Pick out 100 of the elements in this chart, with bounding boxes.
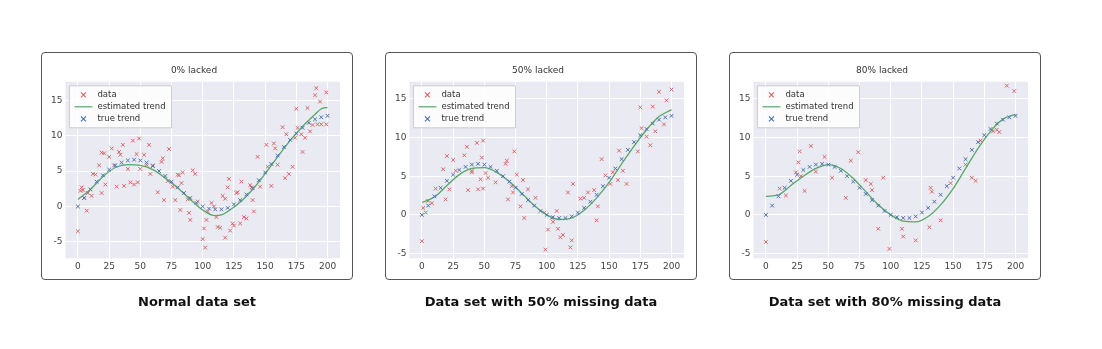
point bbox=[938, 217, 943, 223]
legend-label: estimated trend bbox=[785, 101, 854, 111]
point bbox=[432, 193, 437, 199]
point bbox=[631, 139, 637, 145]
x-tick-label: 125 bbox=[569, 260, 587, 271]
x-tick-label: 0 bbox=[419, 260, 426, 271]
x-tick-label: 50 bbox=[822, 260, 835, 271]
point bbox=[863, 191, 869, 197]
y-tick-label: 15 bbox=[51, 94, 63, 105]
point bbox=[857, 185, 862, 191]
x-tick-label: 125 bbox=[225, 260, 243, 271]
point bbox=[900, 215, 906, 221]
point bbox=[519, 191, 525, 197]
point bbox=[913, 238, 919, 243]
point bbox=[656, 117, 662, 123]
point bbox=[275, 153, 280, 158]
x-tick-label: 25 bbox=[791, 260, 803, 271]
point bbox=[887, 246, 892, 252]
point bbox=[563, 215, 568, 221]
point bbox=[829, 175, 835, 181]
point bbox=[556, 215, 562, 221]
point bbox=[1004, 83, 1010, 89]
line-series bbox=[421, 109, 673, 221]
point bbox=[969, 175, 975, 181]
legend-label: true trend bbox=[785, 113, 829, 123]
point bbox=[650, 121, 656, 126]
x-tick-label: 175 bbox=[631, 260, 649, 271]
x-tick-label: 75 bbox=[853, 260, 866, 271]
x-tick-label: 25 bbox=[447, 260, 459, 271]
x-tick-label: 75 bbox=[509, 260, 522, 271]
point bbox=[450, 172, 456, 177]
point bbox=[438, 185, 443, 191]
y-tick-label: 5 bbox=[400, 170, 407, 181]
point bbox=[513, 185, 518, 191]
x-tick-label: 50 bbox=[134, 260, 147, 271]
point bbox=[1000, 117, 1006, 123]
x-tick-label: 100 bbox=[538, 260, 556, 271]
point bbox=[475, 161, 481, 167]
y-tick-label: -5 bbox=[741, 247, 751, 258]
point bbox=[269, 161, 274, 167]
x-tick-label: 200 bbox=[1006, 260, 1025, 271]
point bbox=[457, 167, 462, 173]
point bbox=[500, 173, 506, 179]
point bbox=[963, 156, 968, 162]
point bbox=[219, 206, 224, 212]
point bbox=[137, 158, 143, 163]
chart-title: 0% lacked bbox=[170, 64, 218, 75]
point bbox=[625, 147, 631, 153]
point bbox=[244, 192, 249, 197]
point bbox=[932, 199, 937, 205]
point bbox=[1013, 113, 1018, 119]
point bbox=[843, 195, 849, 201]
point bbox=[481, 162, 487, 167]
point bbox=[782, 185, 787, 191]
point bbox=[963, 162, 968, 167]
point bbox=[156, 168, 162, 174]
point bbox=[494, 168, 500, 174]
point bbox=[913, 214, 919, 219]
point bbox=[850, 179, 856, 184]
point bbox=[463, 164, 468, 170]
point bbox=[950, 175, 956, 181]
point bbox=[125, 158, 131, 163]
point bbox=[581, 205, 587, 211]
y-tick-label: 0 bbox=[400, 209, 407, 220]
point bbox=[162, 173, 168, 179]
point bbox=[425, 203, 431, 208]
point bbox=[875, 203, 881, 208]
point bbox=[994, 121, 1000, 126]
point bbox=[813, 169, 819, 174]
point bbox=[94, 179, 99, 185]
point bbox=[919, 210, 925, 215]
point bbox=[88, 187, 93, 192]
point bbox=[825, 162, 831, 167]
point bbox=[788, 178, 794, 184]
point bbox=[100, 172, 106, 178]
point bbox=[575, 210, 581, 215]
point bbox=[925, 205, 931, 211]
point bbox=[200, 204, 206, 209]
legend-label: data bbox=[785, 89, 805, 99]
point bbox=[838, 168, 844, 174]
point bbox=[875, 226, 881, 232]
point bbox=[822, 154, 827, 160]
x-tick-label: 175 bbox=[287, 260, 305, 271]
x-tick-label: 100 bbox=[882, 260, 900, 271]
point bbox=[281, 144, 287, 150]
legend-label: estimated trend bbox=[441, 101, 510, 111]
point bbox=[807, 164, 812, 170]
y-tick-label: 10 bbox=[51, 129, 63, 140]
point bbox=[300, 125, 305, 131]
point bbox=[444, 178, 450, 184]
point bbox=[938, 192, 943, 198]
x-tick-label: 100 bbox=[194, 260, 212, 271]
point bbox=[131, 157, 137, 163]
legend-label: true trend bbox=[441, 113, 485, 123]
point bbox=[869, 197, 875, 203]
point bbox=[848, 158, 854, 164]
point bbox=[813, 162, 819, 167]
point bbox=[777, 186, 782, 191]
point bbox=[613, 166, 618, 171]
point bbox=[600, 183, 606, 189]
